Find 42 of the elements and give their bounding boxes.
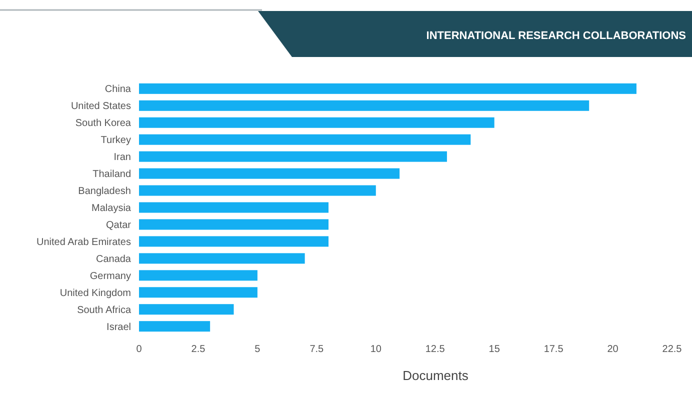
bar (139, 100, 590, 111)
y-tick-label: United Kingdom (60, 288, 131, 299)
y-tick-label: Bangladesh (78, 186, 131, 198)
bar (139, 185, 376, 196)
x-tick-label: 15 (488, 344, 500, 355)
x-tick-label: 10 (370, 344, 382, 355)
chart-title: INTERNATIONAL RESEARCH COLLABORATIONS (426, 30, 686, 42)
x-tick-label: 0 (136, 344, 142, 355)
y-tick-label: Canada (96, 254, 132, 265)
bar (139, 168, 400, 179)
bar (139, 321, 210, 332)
bar (139, 117, 494, 128)
x-tick-label: 5 (254, 344, 261, 355)
y-tick-label: Turkey (100, 135, 131, 146)
y-tick-label: South Africa (77, 304, 132, 316)
x-axis-title: Documents (402, 368, 469, 383)
bar (139, 253, 305, 264)
bar (139, 219, 329, 230)
bar (139, 134, 471, 145)
y-tick-label: Israel (106, 322, 131, 333)
y-tick-label: Malaysia (92, 203, 132, 214)
x-tick-label: 20 (607, 344, 619, 355)
y-tick-label: Thailand (92, 169, 131, 180)
y-tick-label: Qatar (106, 220, 132, 231)
bar (139, 151, 447, 162)
bar (139, 83, 636, 94)
y-tick-label: Iran (114, 152, 131, 164)
bar (139, 202, 329, 213)
y-tick-label: China (104, 84, 132, 96)
x-tick-label: 22.5 (662, 344, 682, 355)
bar (139, 304, 234, 315)
x-tick-label: 12.5 (425, 344, 446, 355)
bar (139, 270, 258, 281)
x-tick-label: 7.5 (310, 344, 324, 355)
y-tick-label: United Arab Emirates (36, 236, 131, 248)
y-tick-label: Germany (90, 270, 131, 282)
bar (139, 287, 258, 298)
y-tick-label: United States (70, 101, 131, 112)
x-tick-label: 17.5 (544, 344, 564, 355)
bar (139, 236, 329, 247)
x-tick-label: 2.5 (191, 344, 206, 355)
y-tick-label: South Korea (75, 118, 132, 130)
